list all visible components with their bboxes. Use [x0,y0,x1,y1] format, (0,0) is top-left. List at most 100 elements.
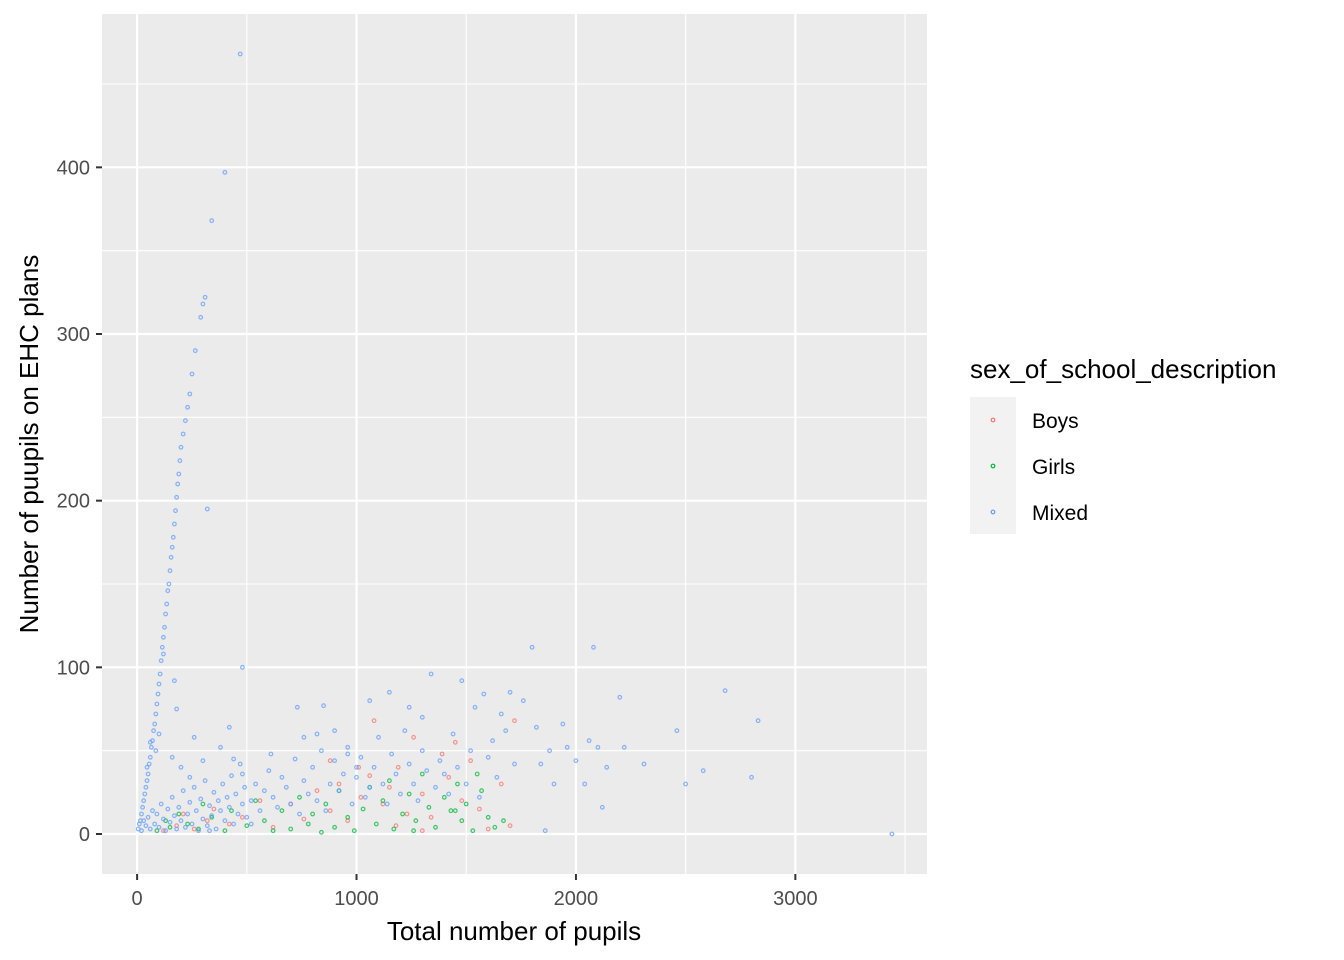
point-mixed [604,764,610,770]
point-boys [314,788,320,794]
x-tick-label: 2000 [554,888,599,910]
point-mixed [305,791,311,797]
point-mixed [187,799,193,805]
point-mixed [167,568,173,574]
point-mixed [512,761,517,767]
point-mixed [275,804,280,810]
point-mixed [641,761,647,767]
point-boys [477,806,482,812]
point-mixed [233,791,239,797]
y-tick-label: 300 [57,324,90,346]
point-mixed [145,771,151,777]
x-tick-label: 3000 [773,888,818,910]
point-girls [222,828,228,834]
point-girls [448,808,454,814]
point-mixed [494,774,500,780]
y-axis-label: Number of puupils on EHC plans [14,255,44,634]
point-boys [419,828,425,834]
point-mixed [542,828,548,834]
point-mixed [156,681,162,687]
point-boys [358,794,364,800]
point-boys [485,826,491,832]
point-mixed [156,731,162,737]
point-mixed [406,761,412,767]
point-mixed [204,823,210,829]
point-mixed [185,404,191,410]
point-mixed [174,706,180,712]
point-mixed [301,734,307,740]
point-mixed [595,744,601,750]
point-mixed [159,644,165,650]
point-mixed [459,678,465,684]
grid-minor [102,14,927,874]
point-boys [395,764,401,770]
point-mixed [143,823,149,829]
point-mixed [150,808,155,814]
point-mixed [200,758,206,764]
point-mixed [235,811,241,817]
point-mixed [889,831,895,837]
point-girls [185,821,191,827]
point-mixed [202,778,208,784]
grid-major [102,14,927,874]
y-tick-label: 400 [57,157,90,179]
point-boys [160,828,166,834]
point-mixed [162,624,167,630]
point-mixed [173,508,178,514]
point-girls [373,821,379,827]
point-mixed [582,781,588,787]
point-girls [463,801,469,807]
point-mixed [209,218,215,224]
point-mixed [198,796,204,802]
point-mixed [147,826,153,832]
point-mixed [722,688,728,694]
point-mixed [446,791,452,797]
point-mixed [354,774,359,780]
point-mixed [477,794,482,800]
point-boys [327,808,333,814]
point-boys [367,773,373,779]
point-mixed [177,458,183,464]
point-boys [428,814,434,820]
point-mixed [283,784,289,790]
point-mixed [191,734,197,740]
point-mixed [463,781,469,787]
point-boys [459,798,465,804]
point-mixed [220,781,226,787]
point-girls [262,818,267,824]
point-mixed [209,813,215,819]
point-mixed [242,784,248,790]
x-tick-label: 1000 [334,888,379,910]
legend-key-background [970,397,1016,534]
point-mixed [140,804,146,810]
point-girls [229,808,234,814]
point-mixed [160,651,166,657]
point-boys [452,739,458,745]
legend-label-mixed: Mixed [1032,502,1088,525]
point-boys [498,781,504,787]
point-girls [433,824,438,830]
legend-key-boys [990,417,996,423]
point-boys [387,784,392,790]
point-mixed [222,818,228,824]
point-mixed [292,756,298,762]
point-mixed [180,788,186,794]
point-mixed [450,731,456,737]
legend: sex_of_school_description Boys Girls Mixed [970,354,1276,534]
point-mixed [148,744,154,750]
point-mixed [182,824,188,830]
point-mixed [674,728,680,734]
point-mixed [158,658,164,664]
point-girls [441,794,447,800]
point-mixed [419,714,425,720]
point-mixed [168,554,174,560]
point-mixed [185,811,191,817]
point-mixed [229,773,234,779]
point-mixed [139,828,144,834]
point-boys [446,774,452,780]
point-mixed [163,611,169,617]
point-girls [176,811,182,817]
point-mixed [165,806,171,812]
point-mixed [207,803,212,809]
